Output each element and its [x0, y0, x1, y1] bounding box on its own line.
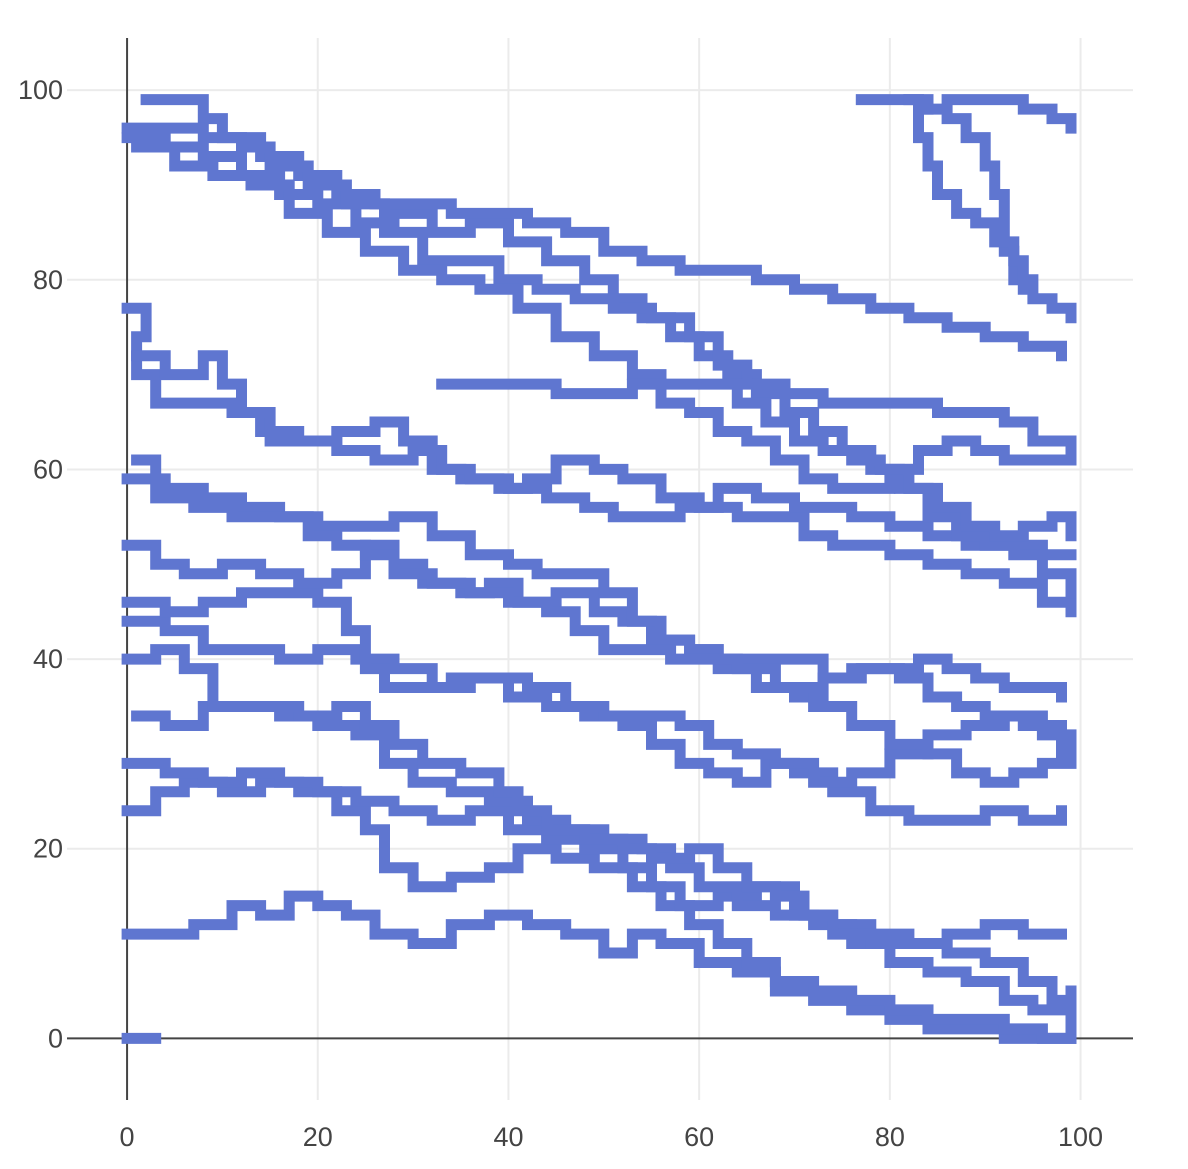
- series-line-13: [131, 350, 1077, 561]
- y-tick-label: 20: [33, 834, 63, 864]
- y-tick-label: 100: [18, 75, 63, 105]
- zero-lines: [67, 38, 1133, 1100]
- series-line-17: [131, 141, 1077, 494]
- y-tick-label: 0: [48, 1023, 63, 1053]
- series-line-6: [121, 644, 1067, 949]
- series-line-19: [855, 94, 1077, 324]
- series-line-7: [121, 615, 1067, 826]
- y-tick-label: 60: [33, 454, 63, 484]
- series-line-21: [903, 94, 1029, 295]
- tick-labels: 0 20 40 60 80 100 0 20 40 60 80 100: [18, 75, 1103, 1152]
- x-tick-label: 20: [303, 1122, 333, 1152]
- x-tick-label: 100: [1058, 1122, 1103, 1152]
- series-line-16: [121, 122, 1077, 466]
- series-line-9: [121, 539, 1067, 760]
- series-line-20: [941, 94, 1077, 134]
- y-tick-label: 40: [33, 644, 63, 674]
- x-tick-label: 60: [684, 1122, 714, 1152]
- series-line-15: [140, 94, 1067, 362]
- x-tick-label: 0: [120, 1122, 135, 1152]
- series-line-18: [436, 378, 1077, 542]
- series-line-2: [121, 890, 1077, 1044]
- y-tick-label: 80: [33, 265, 63, 295]
- x-tick-label: 80: [875, 1122, 905, 1152]
- series-layer: [121, 94, 1077, 1044]
- series-line-11: [131, 454, 1077, 788]
- x-tick-label: 40: [493, 1122, 523, 1152]
